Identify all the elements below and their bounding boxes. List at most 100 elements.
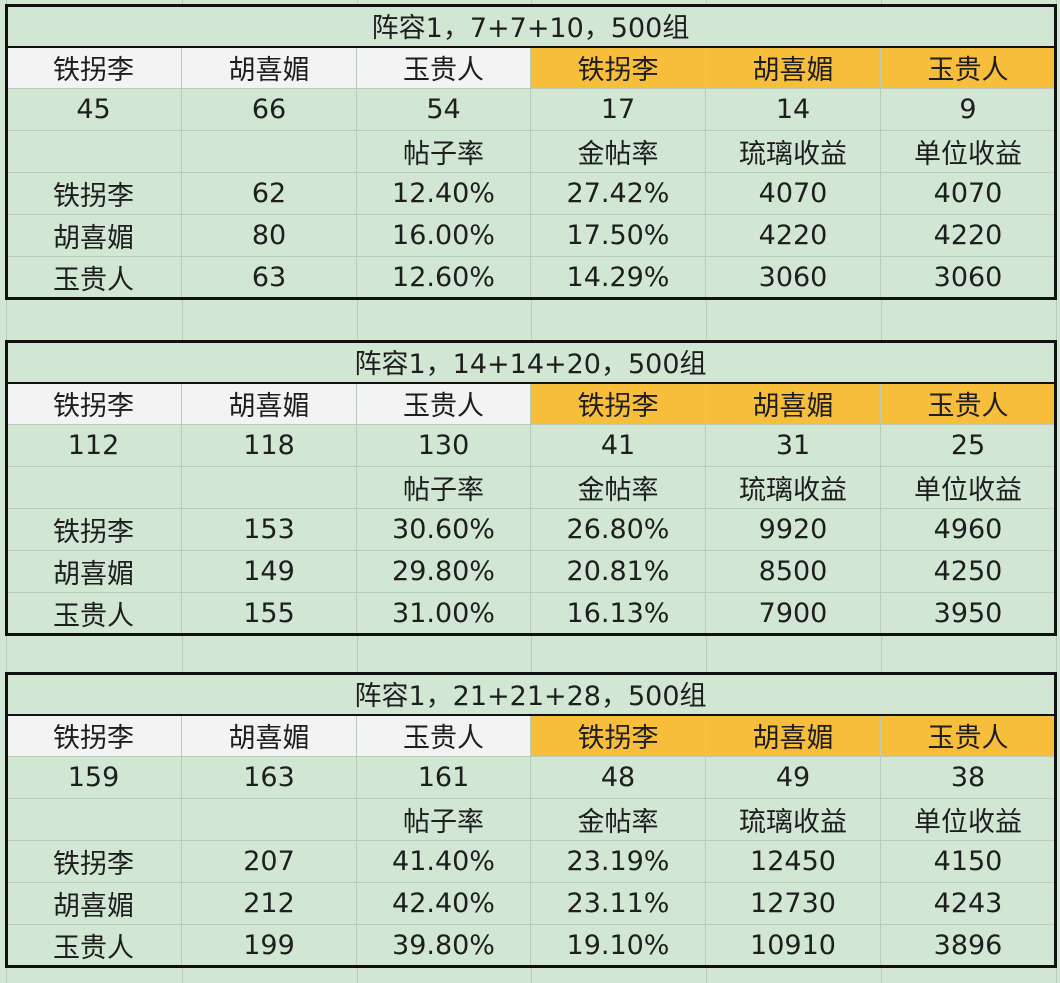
data-cell: 62: [182, 173, 357, 215]
data-cell: 16.13%: [531, 593, 706, 635]
column-header: 铁拐李: [6, 47, 182, 89]
metric-label: 单位收益: [881, 131, 1056, 173]
count-cell: 163: [182, 757, 357, 799]
data-cell: 4070: [706, 173, 881, 215]
data-cell: 23.19%: [531, 841, 706, 883]
data-cell: 27.42%: [531, 173, 706, 215]
row-name: 铁拐李: [6, 173, 182, 215]
data-cell: 30.60%: [357, 509, 531, 551]
metric-label: 金帖率: [531, 467, 706, 509]
data-cell: 31.00%: [357, 593, 531, 635]
metric-label: 帖子率: [357, 131, 531, 173]
data-cell: 4220: [881, 215, 1056, 257]
data-cell: 80: [182, 215, 357, 257]
column-header: 玉贵人: [357, 383, 531, 425]
data-cell: 153: [182, 509, 357, 551]
column-header: 玉贵人: [357, 47, 531, 89]
data-cell: 17.50%: [531, 215, 706, 257]
count-cell: 159: [6, 757, 182, 799]
data-cell: 19.10%: [531, 925, 706, 967]
block-title: 阵容1，21+21+28，500组: [6, 673, 1056, 715]
column-header: 胡喜媚: [706, 47, 881, 89]
column-header: 玉贵人: [881, 47, 1056, 89]
data-cell: 39.80%: [357, 925, 531, 967]
metric-label: 金帖率: [531, 799, 706, 841]
data-cell: 199: [182, 925, 357, 967]
metric-label: 帖子率: [357, 467, 531, 509]
column-header: 胡喜媚: [182, 47, 357, 89]
column-header: 胡喜媚: [182, 715, 357, 757]
count-cell: 66: [182, 89, 357, 131]
column-header: 玉贵人: [357, 715, 531, 757]
empty-cell: [182, 131, 357, 173]
count-cell: 14: [706, 89, 881, 131]
data-cell: 4243: [881, 883, 1056, 925]
empty-cell: [182, 799, 357, 841]
empty-cell: [182, 467, 357, 509]
row-name: 胡喜媚: [6, 883, 182, 925]
column-header: 胡喜媚: [706, 383, 881, 425]
count-cell: 45: [6, 89, 182, 131]
metric-label: 帖子率: [357, 799, 531, 841]
count-cell: 118: [182, 425, 357, 467]
data-cell: 3060: [706, 257, 881, 299]
count-cell: 17: [531, 89, 706, 131]
count-cell: 130: [357, 425, 531, 467]
metric-label: 琉璃收益: [706, 131, 881, 173]
metric-label: 单位收益: [881, 799, 1056, 841]
column-header: 胡喜媚: [182, 383, 357, 425]
data-cell: 42.40%: [357, 883, 531, 925]
metric-label: 金帖率: [531, 131, 706, 173]
count-cell: 25: [881, 425, 1056, 467]
data-cell: 4960: [881, 509, 1056, 551]
data-cell: 4250: [881, 551, 1056, 593]
column-header: 铁拐李: [531, 383, 706, 425]
column-header: 铁拐李: [6, 383, 182, 425]
column-header: 玉贵人: [881, 383, 1056, 425]
data-cell: 20.81%: [531, 551, 706, 593]
data-cell: 155: [182, 593, 357, 635]
data-cell: 63: [182, 257, 357, 299]
data-cell: 16.00%: [357, 215, 531, 257]
row-name: 铁拐李: [6, 841, 182, 883]
metric-label: 琉璃收益: [706, 799, 881, 841]
row-name: 玉贵人: [6, 925, 182, 967]
data-cell: 8500: [706, 551, 881, 593]
count-cell: 41: [531, 425, 706, 467]
count-cell: 49: [706, 757, 881, 799]
data-cell: 9920: [706, 509, 881, 551]
data-cell: 212: [182, 883, 357, 925]
data-cell: 29.80%: [357, 551, 531, 593]
data-cell: 4150: [881, 841, 1056, 883]
data-cell: 12.40%: [357, 173, 531, 215]
data-cell: 26.80%: [531, 509, 706, 551]
data-cell: 149: [182, 551, 357, 593]
row-name: 玉贵人: [6, 257, 182, 299]
data-cell: 10910: [706, 925, 881, 967]
metric-label: 琉璃收益: [706, 467, 881, 509]
data-cell: 3896: [881, 925, 1056, 967]
empty-cell: [6, 131, 182, 173]
row-name: 铁拐李: [6, 509, 182, 551]
data-cell: 207: [182, 841, 357, 883]
count-cell: 31: [706, 425, 881, 467]
empty-cell: [6, 467, 182, 509]
count-cell: 38: [881, 757, 1056, 799]
data-cell: 12.60%: [357, 257, 531, 299]
data-cell: 12450: [706, 841, 881, 883]
column-header: 胡喜媚: [706, 715, 881, 757]
data-cell: 12730: [706, 883, 881, 925]
data-cell: 14.29%: [531, 257, 706, 299]
data-cell: 7900: [706, 593, 881, 635]
metric-label: 单位收益: [881, 467, 1056, 509]
data-cell: 4220: [706, 215, 881, 257]
count-cell: 161: [357, 757, 531, 799]
count-cell: 112: [6, 425, 182, 467]
row-name: 胡喜媚: [6, 551, 182, 593]
count-cell: 48: [531, 757, 706, 799]
row-name: 玉贵人: [6, 593, 182, 635]
column-line: [1056, 0, 1057, 983]
column-header: 玉贵人: [881, 715, 1056, 757]
data-cell: 23.11%: [531, 883, 706, 925]
